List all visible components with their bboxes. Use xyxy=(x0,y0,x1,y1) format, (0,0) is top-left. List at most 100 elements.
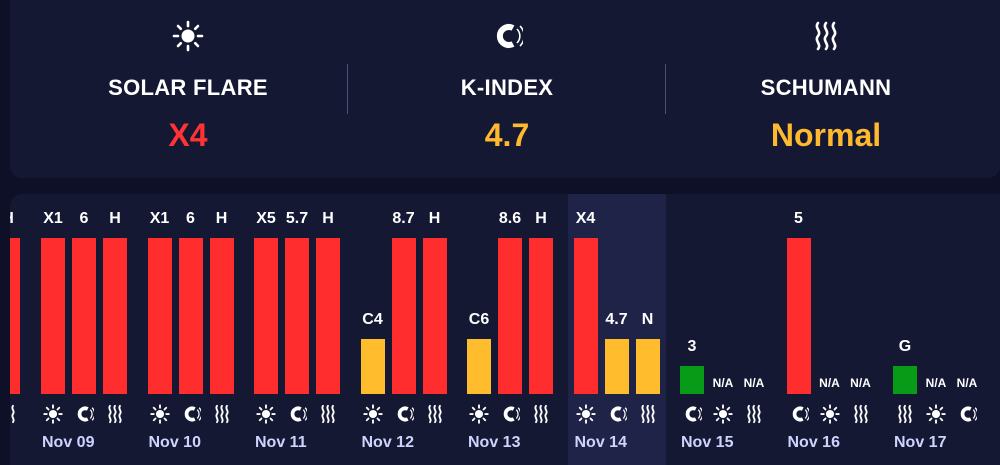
waves-icon xyxy=(849,402,873,426)
solar-flare-label: SOLAR FLARE xyxy=(108,75,268,100)
sun-icon xyxy=(467,402,491,426)
magnet-icon xyxy=(787,402,811,426)
k-index-label: K-INDEX xyxy=(460,75,554,100)
magnet-icon xyxy=(392,402,416,426)
chart-bar xyxy=(604,339,629,394)
chart-bar xyxy=(209,238,234,394)
waves-icon xyxy=(316,402,340,426)
sun-icon xyxy=(711,402,735,426)
date-label: Nov 17 xyxy=(894,434,947,451)
summary-panel: SOLAR FLARE X4 K-INDEX 4.7 SCHUMANN xyxy=(10,0,1000,178)
magnet-icon xyxy=(680,402,704,426)
schumann-label: SCHUMANN xyxy=(760,75,892,100)
chart-bar xyxy=(498,238,522,394)
date-label: Nov 10 xyxy=(148,434,201,451)
bar-value-label: N/A xyxy=(956,376,978,390)
waves-icon xyxy=(423,402,447,426)
bar-value-label: H xyxy=(215,210,228,227)
solar-flare-stat: SOLAR FLARE X4 xyxy=(28,0,348,178)
date-label: Nov 13 xyxy=(468,434,521,451)
k-index-stat: K-INDEX 4.7 xyxy=(347,0,667,178)
chart-bar xyxy=(72,238,96,394)
waves-icon xyxy=(742,402,766,426)
sun-icon xyxy=(361,402,385,426)
magnet-icon xyxy=(955,402,979,426)
bar-value-label: 5.7 xyxy=(285,210,309,227)
sun-icon xyxy=(28,20,348,52)
chart-bar xyxy=(360,339,385,394)
bar-value-label: 3 xyxy=(687,337,697,355)
sun-icon xyxy=(41,402,65,426)
sun-icon xyxy=(254,402,278,426)
date-label: Nov 09 xyxy=(42,434,95,451)
date-label: Nov 12 xyxy=(361,434,414,451)
bar-value-label: X1 xyxy=(149,210,170,227)
bar-value-label: 6 xyxy=(186,210,195,227)
bar-value-label: X1 xyxy=(43,210,63,227)
chart-bar xyxy=(316,238,340,394)
chart-bar xyxy=(467,339,491,394)
sun-icon xyxy=(574,402,598,426)
chart-bar xyxy=(147,238,172,394)
bar-value-label: H xyxy=(109,210,121,227)
chart-bar-partial xyxy=(10,238,20,394)
schumann-stat: SCHUMANN Normal xyxy=(666,0,986,178)
chart-bar xyxy=(680,365,704,394)
sun-icon xyxy=(818,402,842,426)
bar-value-label: N/A xyxy=(925,376,947,390)
magnet-icon xyxy=(72,402,96,426)
bar-value-label: 8.6 xyxy=(498,210,522,227)
chart-bar xyxy=(178,238,203,394)
chart-bar xyxy=(893,365,917,394)
waves-icon xyxy=(636,402,660,426)
chart-bar xyxy=(422,238,447,394)
chart-bar xyxy=(635,339,660,394)
schumann-value: Normal xyxy=(770,117,882,153)
solar-flare-value: X4 xyxy=(168,117,208,153)
bar-value-label: H xyxy=(428,210,441,227)
date-label: Nov 11 xyxy=(255,434,307,451)
bar-value-label: H xyxy=(535,210,547,227)
bar-value-label: C4 xyxy=(362,311,383,329)
bar-value-label: N/A xyxy=(850,376,871,390)
bar-value-label: X5 xyxy=(256,210,276,227)
chart-bar xyxy=(254,238,278,394)
sun-icon xyxy=(924,402,948,426)
chart-bar xyxy=(41,238,65,394)
divider xyxy=(347,64,348,114)
magnet-icon xyxy=(285,402,309,426)
waves-icon xyxy=(529,402,553,426)
k-index-value: 4.7 xyxy=(484,117,530,153)
magnet-icon xyxy=(605,402,629,426)
chart-bar xyxy=(285,238,309,394)
bar-value-label: H xyxy=(322,210,334,227)
bar-value-label: G xyxy=(898,337,912,355)
magnet-icon xyxy=(347,20,667,52)
magnet-icon xyxy=(498,402,522,426)
bar-value-label: C6 xyxy=(468,311,490,329)
chart-bar xyxy=(103,238,127,394)
bar-value-label: 8.7 xyxy=(392,210,415,227)
waves-icon xyxy=(10,402,20,426)
chart-bar xyxy=(529,238,553,394)
bar-value-label: 4.7 xyxy=(605,311,628,329)
chart-bar xyxy=(573,238,598,394)
date-label: Nov 15 xyxy=(681,434,734,451)
bar-value-label: N xyxy=(641,311,654,329)
sun-icon xyxy=(148,402,172,426)
chart-bar xyxy=(786,238,811,394)
date-label: Nov 16 xyxy=(787,434,840,451)
bar-value-label: N/A xyxy=(743,376,765,390)
date-label: Nov 14 xyxy=(574,434,627,451)
waves-icon xyxy=(666,20,986,52)
bar-label-partial: H xyxy=(10,210,28,228)
magnet-icon xyxy=(179,402,203,426)
bar-value-label: X4 xyxy=(575,210,596,227)
divider xyxy=(665,64,666,114)
waves-icon xyxy=(103,402,127,426)
bar-value-label: 5 xyxy=(794,210,803,227)
waves-icon xyxy=(210,402,234,426)
waves-icon xyxy=(893,402,917,426)
forecast-chart: H X1 6 H Nov 09 X1 6 H Nov 10 X5 5.7 H Nov 11 C4 8.7 H N… xyxy=(10,194,1000,465)
bar-value-label: 6 xyxy=(79,210,89,227)
